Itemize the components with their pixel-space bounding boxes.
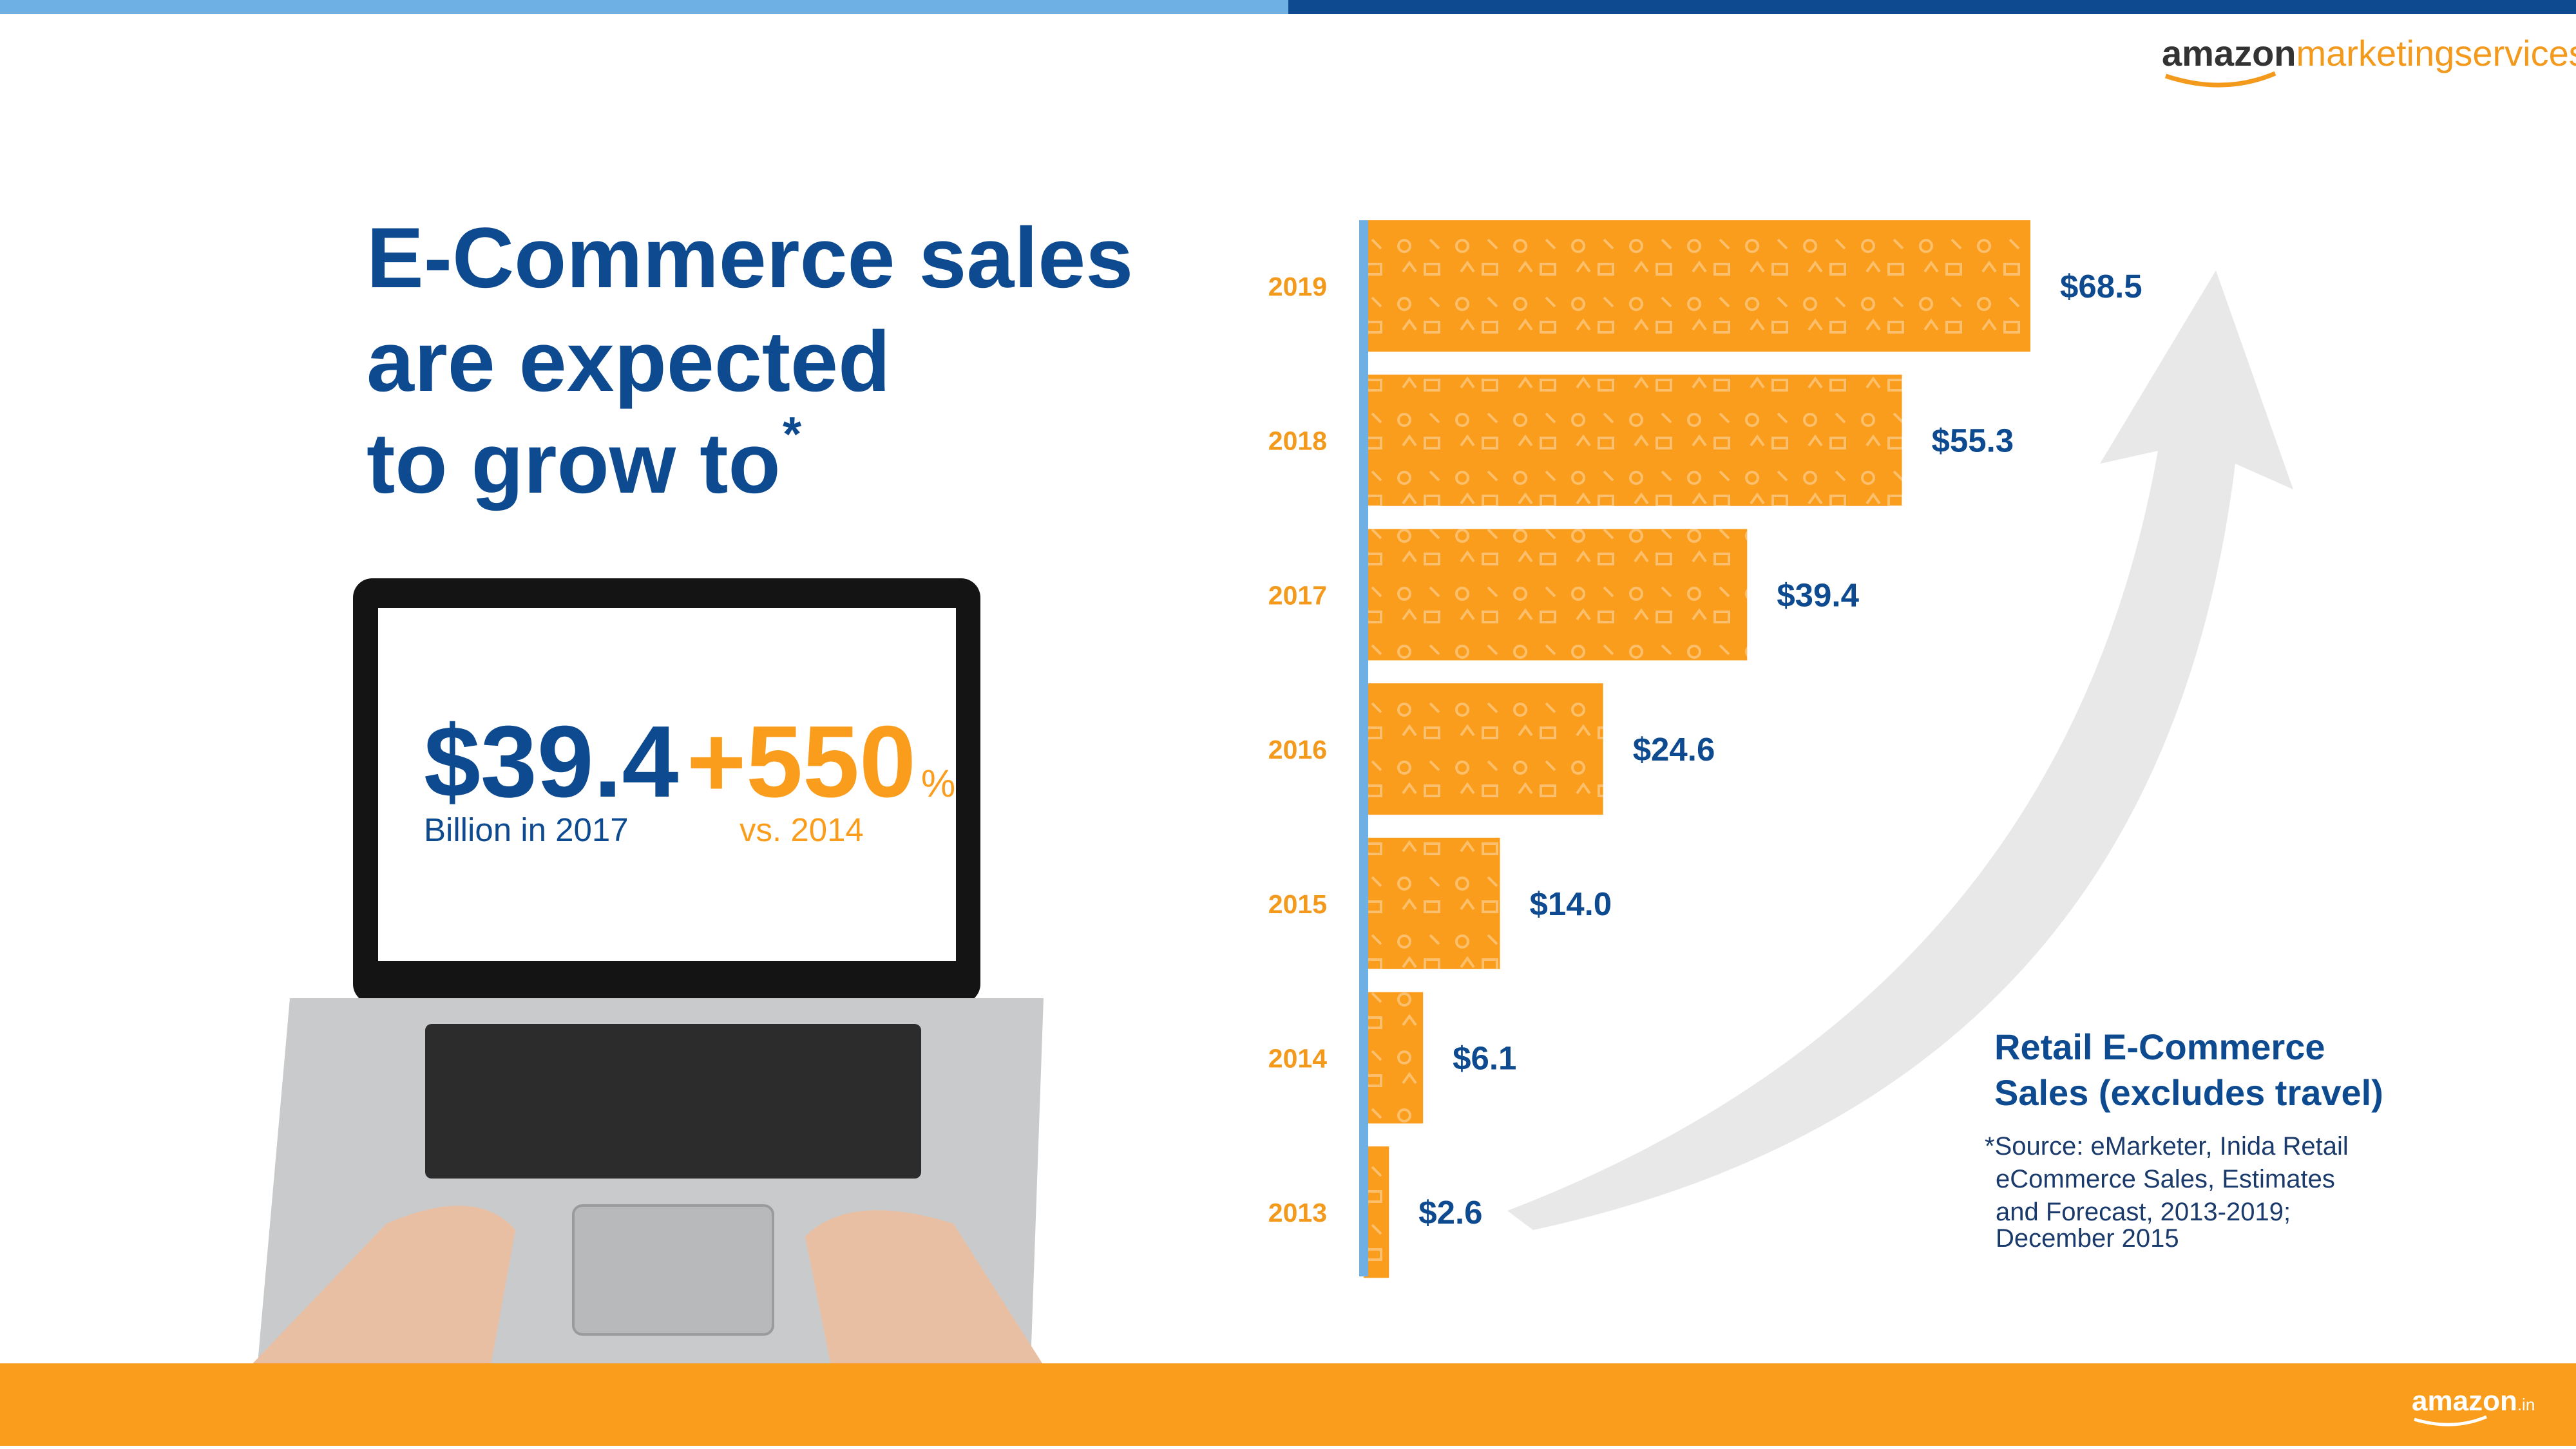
source-line: eCommerce Sales, Estimates (1996, 1165, 2335, 1193)
caption-line: Retail E-Commerce (1994, 1027, 2325, 1067)
category-label: 2015 (1268, 889, 1327, 919)
caption: Retail E-Commerce Sales (excludes travel… (1994, 1027, 2383, 1113)
logo-smile (2164, 71, 2276, 88)
value-label: $14.0 (1530, 886, 1612, 922)
growth-arrow (1507, 270, 2293, 1230)
logo: amazonmarketingservices (2162, 33, 2576, 73)
value-label: $39.4 (1777, 576, 1859, 613)
logo-word: amazon (2162, 33, 2296, 73)
category-label: 2019 (1268, 272, 1327, 301)
bar-pattern (1364, 220, 2030, 352)
category-label: 2014 (1268, 1044, 1327, 1074)
laptop (245, 578, 1044, 1372)
footer-logo: amazon.in (2412, 1385, 2535, 1417)
bar-pattern (1364, 992, 1424, 1124)
headline-line: to grow to (367, 416, 781, 511)
source-line: December 2015 (1996, 1224, 2179, 1253)
footer-smile (2414, 1415, 2487, 1426)
bar-pattern (1364, 374, 1902, 506)
axis-line (1359, 220, 1368, 1276)
source-line: *Source: eMarketer, Inida Retail (1985, 1132, 2349, 1160)
bar-pattern (1364, 529, 1748, 661)
top-strip (0, 0, 1288, 14)
laptop-growth-note: vs. 2014 (739, 811, 864, 848)
value-label: $68.5 (2060, 268, 2142, 305)
category-label: 2018 (1268, 426, 1327, 456)
laptop-growth: +550% (687, 705, 955, 819)
category-label: 2017 (1268, 580, 1327, 610)
footer-logo-word: amazon (2412, 1385, 2517, 1417)
headline-line: E-Commerce sales (367, 211, 1133, 306)
bar-pattern (1364, 837, 1500, 969)
bar-pattern (1364, 683, 1603, 815)
value-label: $2.6 (1418, 1194, 1482, 1231)
footer-logo-suffix: .in (2517, 1395, 2535, 1414)
top-strip (1288, 0, 2576, 14)
logo-suffix: marketingservices (2296, 33, 2576, 73)
footer-band (0, 1363, 2576, 1446)
bar-chart: 2019 $68.5 2018 $55.3 2017 $39.4 2016 $24.6 2015… (1268, 220, 2142, 1278)
headline: E-Commerce sales are expected to grow to… (367, 211, 1133, 511)
source-line: and Forecast, 2013-2019; (1996, 1198, 2291, 1226)
growth-number: +550 (687, 705, 916, 819)
growth-unit: % (921, 762, 955, 805)
value-label: $55.3 (1932, 422, 2014, 459)
value-label: $24.6 (1633, 731, 1715, 768)
value-label: $6.1 (1453, 1040, 1516, 1077)
caption-line: Sales (excludes travel) (1994, 1072, 2383, 1113)
headline-line: are expected (367, 314, 890, 410)
category-label: 2013 (1268, 1198, 1327, 1227)
headline-mark: * (783, 407, 802, 461)
laptop-amount: $39.4 (424, 705, 679, 819)
category-label: 2016 (1268, 735, 1327, 764)
laptop-amount-note: Billion in 2017 (424, 811, 629, 848)
source: *Source: eMarketer, Inida Retail eCommer… (1985, 1132, 2349, 1253)
